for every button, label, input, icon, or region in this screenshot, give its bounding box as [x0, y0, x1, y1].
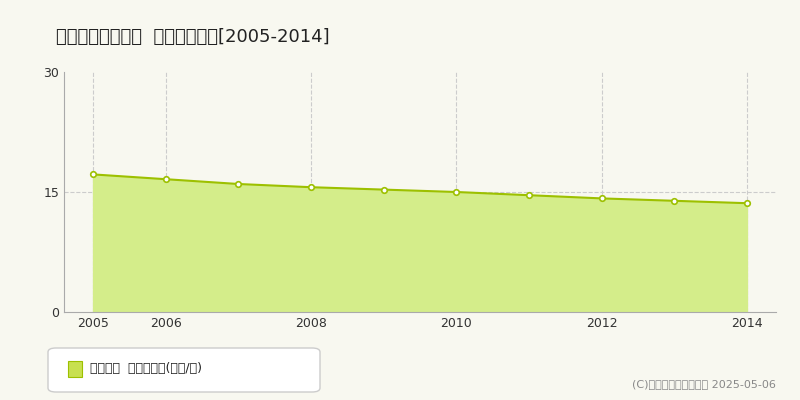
Text: 基準地価  平均坪単価(万円/坪): 基準地価 平均坪単価(万円/坪) — [90, 362, 202, 375]
Text: (C)土地価格ドットコム 2025-05-06: (C)土地価格ドットコム 2025-05-06 — [632, 379, 776, 389]
Text: 南条郡南越前町糦  基準地価推移[2005-2014]: 南条郡南越前町糦 基準地価推移[2005-2014] — [56, 28, 330, 46]
